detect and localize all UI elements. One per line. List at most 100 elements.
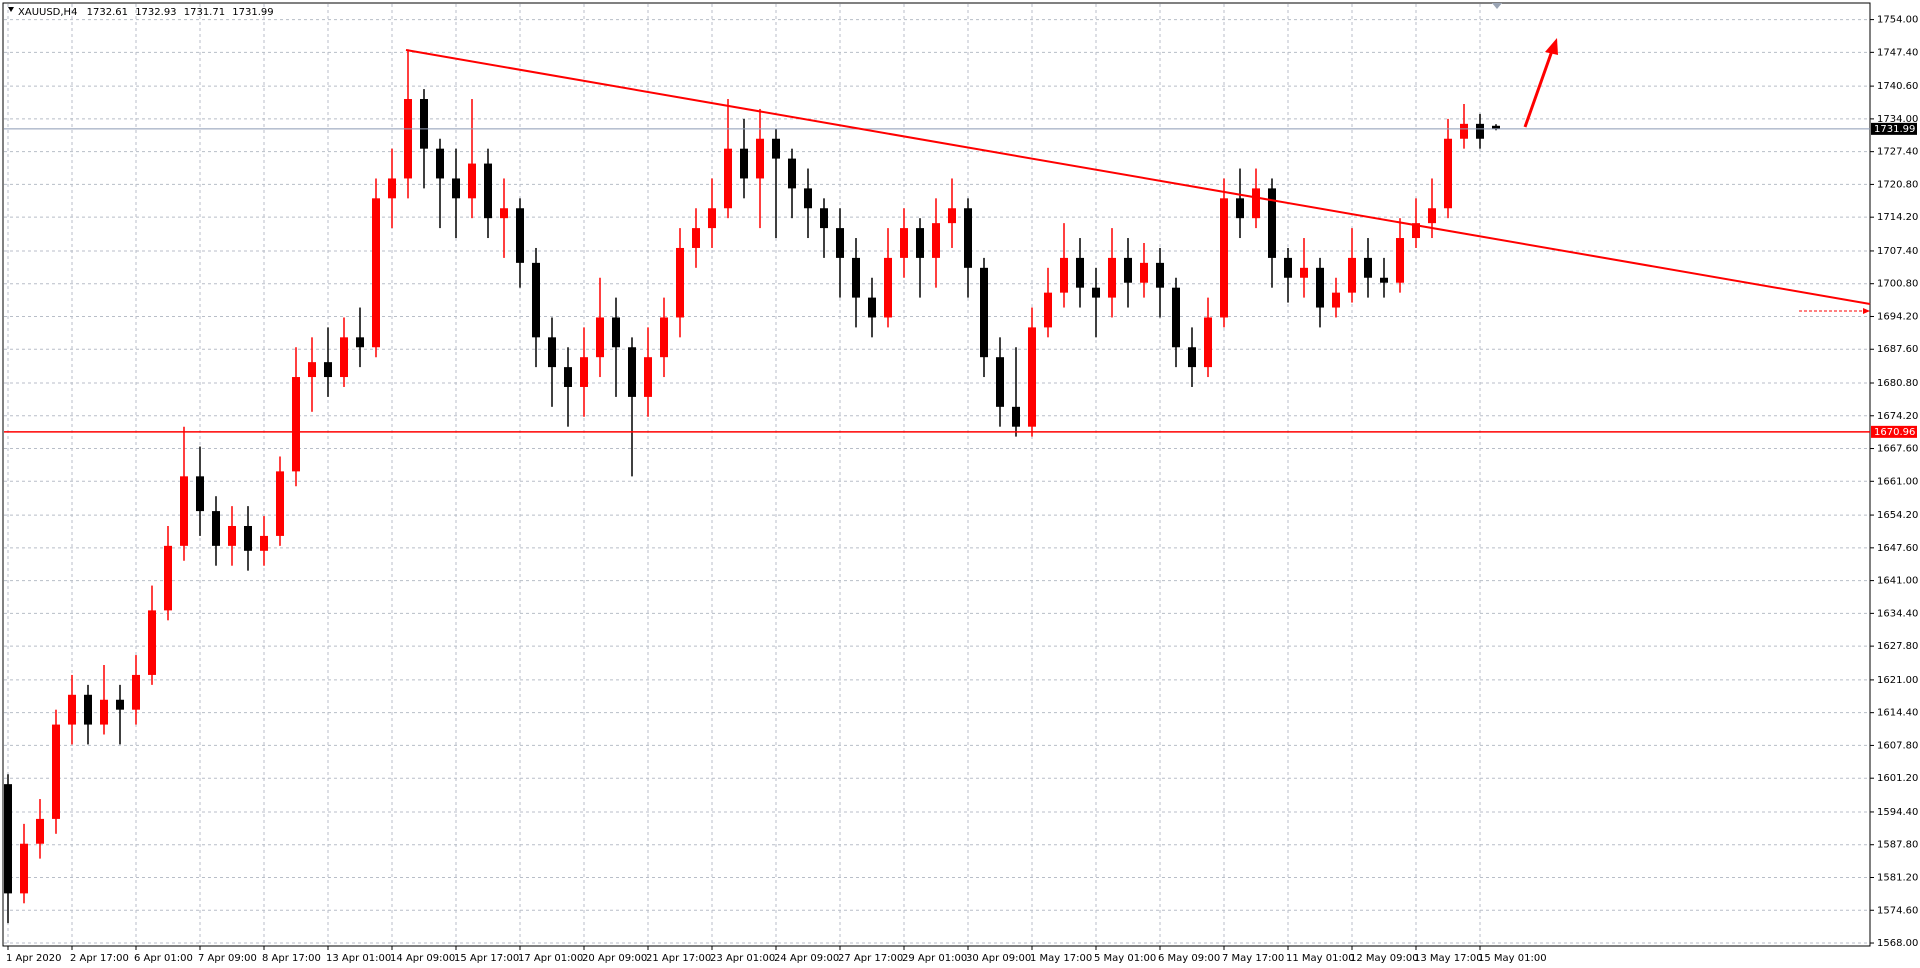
candle-body <box>596 317 604 358</box>
dotted-arrow-head <box>1863 308 1870 314</box>
x-tick-label: 7 May 17:00 <box>1222 953 1284 964</box>
arrow-shaft <box>1523 47 1555 128</box>
candle-body <box>1044 292 1052 328</box>
candle-body <box>1412 223 1420 239</box>
y-tick-label: 1754.00 <box>1877 15 1918 26</box>
y-tick-label: 1740.60 <box>1877 81 1918 92</box>
candle-body <box>836 228 844 258</box>
x-tick-label: 23 Apr 01:00 <box>710 953 775 964</box>
candle-body <box>324 362 332 378</box>
x-tick-label: 8 Apr 17:00 <box>262 953 321 964</box>
candle-body <box>820 208 828 229</box>
trend-line <box>405 49 1871 305</box>
candle-body <box>1124 257 1132 283</box>
y-tick-label: 1720.80 <box>1877 179 1918 190</box>
candle-body <box>132 674 140 710</box>
candle-body <box>676 247 684 318</box>
candle-body <box>340 337 348 378</box>
candle-body <box>196 476 204 512</box>
candle-body <box>500 208 508 219</box>
candle-body <box>164 545 172 611</box>
y-tick-label: 1607.80 <box>1877 740 1918 751</box>
candle-body <box>1268 188 1276 258</box>
arrow-head <box>1545 38 1558 55</box>
y-tick-label: 1601.20 <box>1877 773 1918 784</box>
header-open: 1732.61 <box>87 7 128 18</box>
candle-body <box>724 148 732 209</box>
y-tick-label: 1568.00 <box>1877 938 1918 949</box>
candle-body <box>452 178 460 199</box>
candle-body <box>1316 267 1324 308</box>
y-tick-label: 1747.40 <box>1877 47 1918 58</box>
x-tick-label: 20 Apr 09:00 <box>582 953 647 964</box>
candle-body <box>548 337 556 368</box>
shift-marker <box>1492 3 1502 9</box>
candle-body <box>276 471 284 536</box>
candle-body <box>1396 238 1404 283</box>
candle-body <box>228 525 236 546</box>
y-tick-label: 1654.20 <box>1877 510 1918 521</box>
candle-body <box>68 694 76 725</box>
candle-body <box>1300 267 1308 278</box>
candle-body <box>1012 406 1020 427</box>
bid-label-box <box>1871 122 1917 135</box>
x-tick-label: 13 May 17:00 <box>1414 953 1483 964</box>
candle-body <box>740 148 748 179</box>
x-tick-label: 13 Apr 01:00 <box>326 953 391 964</box>
candle-body <box>1108 257 1116 298</box>
x-tick-label: 27 Apr 17:00 <box>838 953 903 964</box>
candle-body <box>1236 198 1244 219</box>
header-icon <box>8 7 14 12</box>
x-tick-label: 29 Apr 01:00 <box>902 953 967 964</box>
x-tick-label: 24 Apr 09:00 <box>774 953 839 964</box>
candle-body <box>180 476 188 546</box>
candle-body <box>516 208 524 263</box>
x-tick-label: 15 Apr 17:00 <box>454 953 519 964</box>
candle-body <box>1444 138 1452 209</box>
x-tick-label: 14 Apr 09:00 <box>390 953 455 964</box>
candle-body <box>100 699 108 725</box>
y-tick-label: 1694.20 <box>1877 311 1918 322</box>
candle-body <box>628 347 636 397</box>
candle-body <box>420 99 428 149</box>
candle-body <box>356 337 364 348</box>
x-tick-label: 1 Apr 2020 <box>6 953 61 964</box>
candle-body <box>916 228 924 258</box>
candle-body <box>212 511 220 546</box>
candle-body <box>4 784 12 894</box>
x-tick-label: 7 Apr 09:00 <box>198 953 257 964</box>
candle-body <box>612 317 620 348</box>
candle-body <box>580 357 588 387</box>
header-close: 1731.99 <box>232 7 273 18</box>
y-tick-label: 1680.80 <box>1877 378 1918 389</box>
y-tick-label: 1627.80 <box>1877 641 1918 652</box>
candle-body <box>292 377 300 472</box>
candle-body <box>932 223 940 258</box>
candle-body <box>116 699 124 710</box>
candle-body <box>868 297 876 318</box>
y-tick-label: 1674.20 <box>1877 411 1918 422</box>
plot-frame <box>2 2 1871 947</box>
x-tick-label: 17 Apr 01:00 <box>518 953 583 964</box>
y-tick-label: 1634.40 <box>1877 608 1918 619</box>
candle-body <box>644 357 652 397</box>
x-tick-label: 6 Apr 01:00 <box>134 953 193 964</box>
candle-body <box>660 317 668 358</box>
candle-body <box>1156 262 1164 288</box>
bid-label: 1731.99 <box>1874 124 1915 135</box>
candle-body <box>1220 198 1228 318</box>
candle-body <box>148 610 156 675</box>
price-label: 1670.96 <box>1874 427 1915 438</box>
candle-body <box>1060 257 1068 293</box>
header-high: 1732.93 <box>135 7 176 18</box>
candle-body <box>1188 347 1196 368</box>
x-tick-label: 11 May 01:00 <box>1286 953 1355 964</box>
candle-body <box>1252 188 1260 219</box>
x-tick-label: 12 May 09:00 <box>1350 953 1419 964</box>
candle-body <box>948 208 956 224</box>
y-tick-label: 1700.80 <box>1877 279 1918 290</box>
y-tick-label: 1594.40 <box>1877 807 1918 818</box>
y-tick-label: 1687.60 <box>1877 344 1918 355</box>
candle-body <box>772 138 780 159</box>
